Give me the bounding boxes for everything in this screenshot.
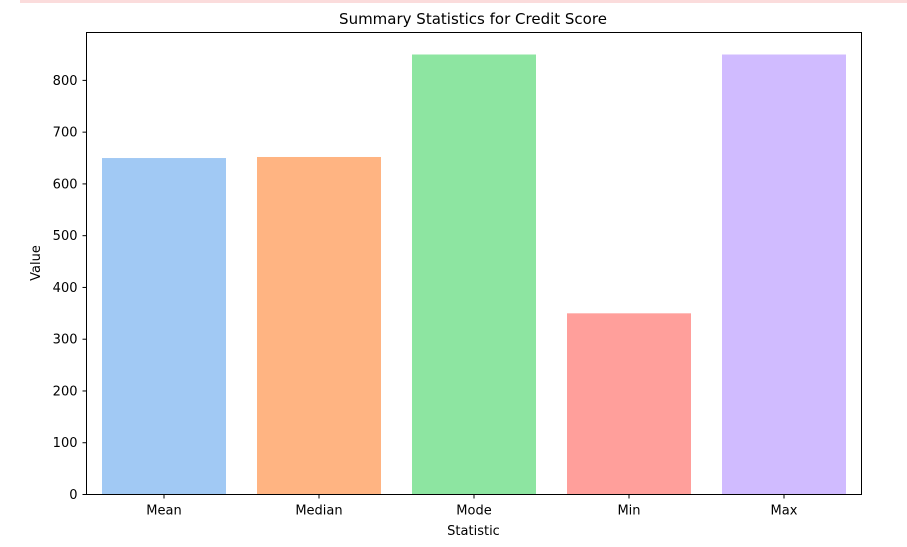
y-axis-label: Value <box>29 245 44 281</box>
y-tick-label: 0 <box>69 488 77 503</box>
bar-median <box>257 156 381 495</box>
bar-min <box>567 313 691 495</box>
y-tick-label: 100 <box>53 436 78 451</box>
top-strip <box>20 0 907 3</box>
y-tick-label: 600 <box>53 177 78 192</box>
chart-title: Summary Statistics for Credit Score <box>339 10 607 28</box>
y-tick-label: 500 <box>53 229 78 244</box>
x-tick-label: Max <box>771 504 798 519</box>
bar-mean <box>102 158 226 495</box>
y-axis-ticks: 0 100 200 300 400 500 600 700 800 <box>53 74 87 503</box>
bar-mode <box>412 54 536 495</box>
plot-frame <box>86 32 862 495</box>
y-tick-label: 400 <box>53 281 78 296</box>
x-tick-label: Min <box>617 504 640 519</box>
x-tick-label: Median <box>295 504 342 519</box>
x-tick-label: Mean <box>146 504 181 519</box>
bars-layer <box>102 54 846 495</box>
y-tick-label: 200 <box>53 384 78 399</box>
y-tick-label: 700 <box>53 126 78 141</box>
y-tick-label: 300 <box>53 333 78 348</box>
y-tick-label: 800 <box>53 74 78 89</box>
x-axis-ticks: Mean Median Mode Min Max <box>146 494 798 519</box>
x-axis-label: Statistic <box>447 524 500 539</box>
x-tick-label: Mode <box>456 504 491 519</box>
bar-max <box>722 54 846 495</box>
